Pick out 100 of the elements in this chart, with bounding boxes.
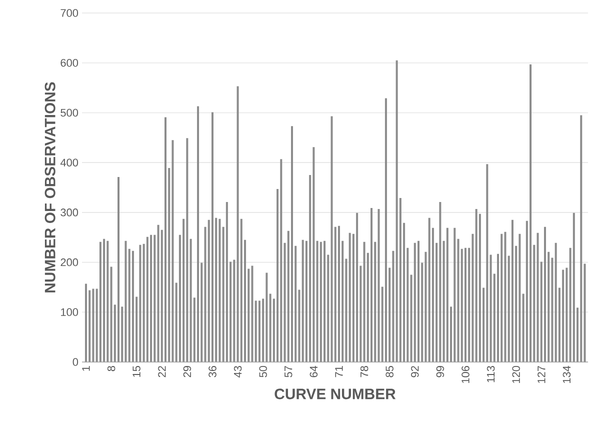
y-tick-label: 0 bbox=[72, 358, 78, 366]
y-tick-label: 500 bbox=[60, 108, 78, 117]
bar bbox=[233, 260, 236, 362]
bar bbox=[504, 232, 506, 362]
x-tick-label: 43 bbox=[234, 366, 242, 378]
bar bbox=[312, 147, 315, 362]
bar bbox=[464, 248, 466, 362]
x-tick-label: 127 bbox=[538, 366, 546, 383]
x-tick-label: 22 bbox=[158, 366, 166, 378]
bar bbox=[338, 226, 340, 362]
bar bbox=[190, 238, 192, 362]
x-tick-label: 36 bbox=[208, 366, 216, 378]
bar bbox=[211, 112, 214, 362]
bar bbox=[164, 117, 166, 362]
bar bbox=[446, 228, 448, 362]
bar bbox=[84, 284, 87, 362]
y-tick-label: 300 bbox=[60, 208, 78, 216]
bar bbox=[99, 242, 102, 362]
x-tick-label: 29 bbox=[183, 366, 192, 378]
x-tick-label: 92 bbox=[411, 366, 419, 378]
bar bbox=[457, 238, 460, 362]
bar bbox=[544, 226, 546, 362]
x-tick-label: 57 bbox=[284, 366, 292, 378]
bar bbox=[511, 220, 514, 362]
bar bbox=[475, 208, 478, 362]
x-tick-label: 1 bbox=[82, 366, 90, 371]
bar bbox=[258, 300, 260, 362]
bar bbox=[290, 126, 293, 362]
x-tick-label: 134 bbox=[562, 366, 571, 383]
bar bbox=[518, 234, 521, 362]
bar bbox=[472, 234, 474, 362]
bar bbox=[146, 236, 148, 362]
bar bbox=[132, 250, 134, 362]
x-tick-label: 120 bbox=[512, 366, 520, 383]
bar bbox=[320, 242, 322, 362]
bar bbox=[370, 208, 373, 362]
bar bbox=[124, 240, 127, 362]
y-tick-label: 200 bbox=[60, 258, 78, 266]
bar bbox=[418, 240, 420, 362]
bar bbox=[103, 238, 106, 362]
bar bbox=[414, 242, 416, 362]
bar bbox=[384, 98, 387, 362]
bar bbox=[154, 234, 156, 362]
bar bbox=[486, 164, 488, 362]
bar bbox=[580, 115, 582, 362]
x-tick-label: 71 bbox=[335, 366, 343, 378]
bar bbox=[566, 268, 568, 362]
bar bbox=[118, 177, 120, 362]
x-tick-label: 8 bbox=[107, 366, 116, 372]
bar bbox=[139, 244, 142, 362]
bar bbox=[316, 240, 318, 362]
bar bbox=[128, 248, 130, 362]
bar bbox=[428, 218, 430, 362]
bar bbox=[269, 294, 272, 362]
bar bbox=[110, 266, 112, 362]
bar bbox=[106, 240, 109, 362]
bar bbox=[236, 86, 239, 362]
y-tick-label: 400 bbox=[60, 158, 78, 166]
bar bbox=[454, 228, 456, 362]
x-tick-label: 85 bbox=[386, 366, 394, 378]
bar bbox=[157, 224, 160, 362]
bar bbox=[562, 270, 564, 362]
bar bbox=[254, 300, 257, 362]
x-tick-label: 106 bbox=[462, 366, 470, 383]
bar bbox=[530, 64, 532, 362]
bar bbox=[92, 288, 94, 362]
bar bbox=[251, 266, 254, 362]
bar bbox=[378, 208, 380, 362]
bar bbox=[396, 60, 398, 362]
bar bbox=[186, 138, 188, 362]
bar bbox=[584, 264, 586, 362]
bar bbox=[330, 116, 333, 362]
bar bbox=[197, 106, 200, 362]
x-tick-label: 15 bbox=[132, 366, 140, 377]
y-tick-label: 700 bbox=[60, 9, 78, 17]
bar bbox=[172, 140, 174, 362]
bar bbox=[554, 242, 557, 362]
bar bbox=[302, 240, 304, 362]
x-tick-label: 99 bbox=[436, 366, 444, 378]
bar bbox=[439, 202, 442, 362]
x-tick-label: 78 bbox=[360, 366, 368, 378]
bar bbox=[572, 212, 575, 362]
bar bbox=[324, 240, 326, 362]
y-tick-label: 100 bbox=[61, 308, 78, 316]
x-axis-title: CURVE NUMBER bbox=[274, 388, 396, 400]
y-tick-label: 600 bbox=[60, 58, 78, 67]
bar bbox=[150, 234, 152, 362]
bar bbox=[348, 232, 351, 362]
bar bbox=[356, 212, 358, 362]
x-tick-label: 64 bbox=[310, 366, 318, 378]
y-axis-title: NUMBER OF OBSERVATIONS bbox=[44, 82, 56, 292]
bar bbox=[226, 202, 228, 362]
bar bbox=[218, 218, 221, 362]
x-tick-label: 113 bbox=[486, 366, 495, 382]
bar bbox=[363, 242, 366, 362]
bar bbox=[424, 252, 427, 362]
x-tick-label: 50 bbox=[259, 366, 267, 378]
bar bbox=[280, 159, 282, 362]
bar bbox=[500, 234, 503, 362]
bar bbox=[536, 232, 539, 362]
